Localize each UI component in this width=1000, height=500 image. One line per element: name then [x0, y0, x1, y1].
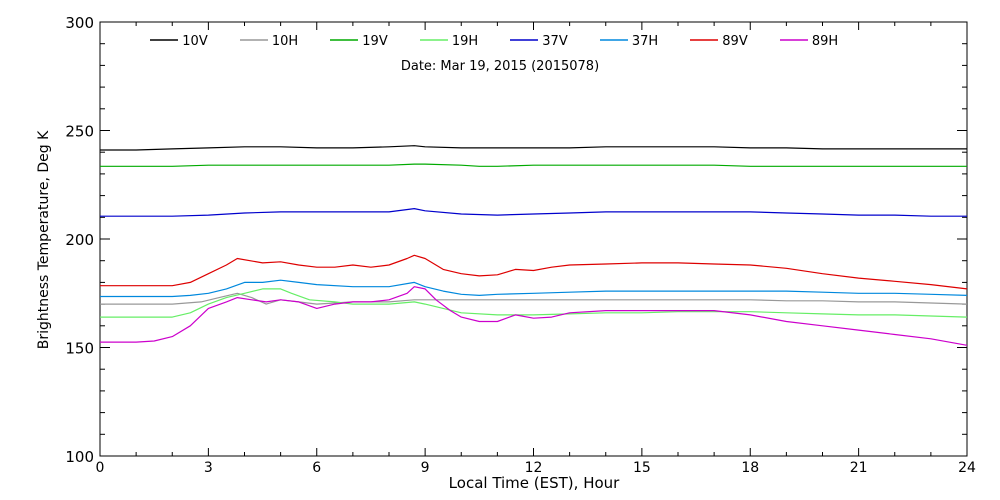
series-lines	[100, 145, 968, 346]
series-line-19v	[100, 163, 967, 167]
legend-label-37v: 37V	[542, 34, 568, 49]
series-line-10h	[100, 292, 968, 305]
x-tick-label: 0	[96, 460, 105, 476]
plot-frame	[99, 21, 968, 457]
x-tick-label: 3	[204, 460, 213, 476]
x-tick-label: 24	[958, 460, 976, 476]
legend-label-37h: 37H	[632, 34, 658, 49]
x-tick-label: 21	[850, 460, 868, 476]
series-line-37h	[100, 279, 968, 298]
series-line-89h	[100, 286, 968, 346]
x-tick-label: 18	[741, 460, 759, 476]
x-axis-label: Local Time (EST), Hour	[449, 474, 620, 492]
legend-label-19h: 19H	[452, 34, 478, 49]
y-axis-label: Brightness Temperature, Deg K	[36, 130, 52, 349]
series-line-37v	[100, 208, 967, 217]
x-tick-label: 6	[312, 460, 321, 476]
legend-label-10h: 10H	[272, 34, 298, 49]
y-tick-label: 300	[65, 14, 94, 32]
y-tick-label: 100	[65, 448, 94, 466]
series-line-10v	[100, 145, 967, 151]
y-tick-label: 150	[65, 340, 94, 358]
x-tick-label: 15	[633, 460, 651, 476]
series-line-89v	[100, 254, 968, 290]
x-tick-label: 12	[525, 460, 543, 476]
series-line-19h	[100, 288, 968, 318]
legend-label-89v: 89V	[722, 34, 748, 49]
x-tick-label: 9	[421, 460, 430, 476]
axis-ticks: 0 3 6 9 12 15 18 21 24 100 150 200 250 300	[65, 14, 976, 476]
y-tick-label: 250	[65, 123, 94, 141]
legend-label-10v: 10V	[182, 34, 208, 49]
legend-label-89h: 89H	[812, 34, 838, 49]
y-tick-label: 200	[65, 231, 94, 249]
legend-label-19v: 19V	[362, 34, 388, 49]
chart-title: Date: Mar 19, 2015 (2015078)	[401, 59, 599, 74]
legend: 10V 10H 19V 19H 37V 37H 89V 89H	[150, 34, 838, 49]
